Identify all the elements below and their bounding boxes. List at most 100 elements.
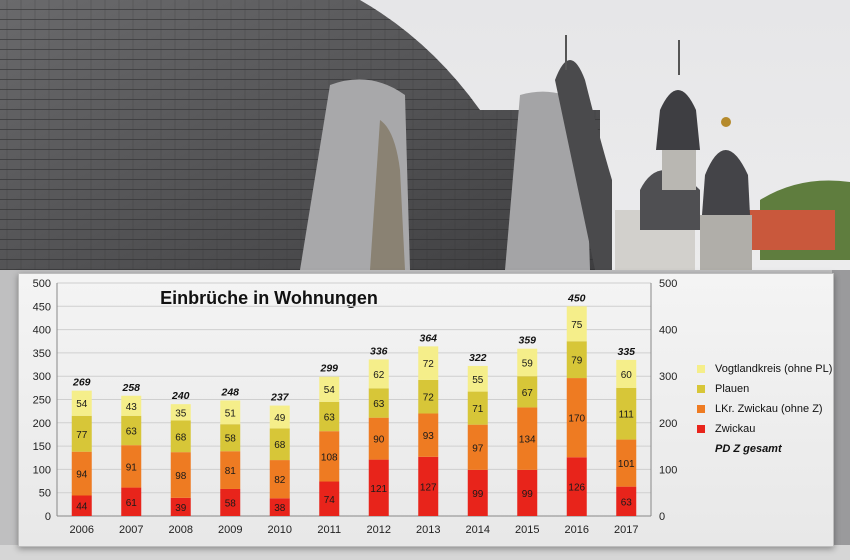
y-tick-label-left: 450 [33,301,51,313]
segment-value-label: 54 [76,399,88,410]
x-tick-label: 2017 [614,524,638,536]
total-label: 450 [567,292,586,304]
bar-segment [368,459,389,516]
bar-segment [220,451,241,489]
segment-value-label: 44 [76,502,88,513]
bar-segment [220,424,241,452]
bar-segment [418,346,439,380]
bar-segment [566,378,587,458]
bar-segment [566,306,587,342]
segment-value-label: 97 [472,443,484,454]
bar-segment [368,388,389,418]
y-tick-label-left: 300 [33,371,51,383]
total-label: 240 [171,390,190,402]
bar-segment [616,359,637,388]
y-tick-label-left: 250 [33,395,51,407]
total-label: 269 [72,377,91,389]
bar-segment [418,456,439,516]
segment-value-label: 121 [370,484,387,495]
bar-segment [71,415,92,452]
bar-segment [418,379,439,414]
segment-value-label: 60 [621,370,633,381]
chart-panel: Einbrüche in Wohnungen 0 50 100 150 200 250 30… [18,273,834,547]
bar-segment [220,400,241,425]
bar-segment [517,407,538,470]
segment-value-label: 63 [126,426,138,437]
legend-swatch [697,385,705,393]
x-tick-label: 2008 [169,524,193,536]
y-tick-label-left: 50 [39,488,51,500]
bar-segment [121,487,142,516]
y-tick-label-left: 350 [33,348,51,360]
x-tick-label: 2015 [515,524,539,536]
legend-label: Plauen [715,383,750,395]
segment-value-label: 62 [373,370,385,381]
chart-title: Einbrüche in Wohnungen [160,288,378,308]
segment-value-label: 71 [472,404,484,415]
x-tick-label: 2006 [70,524,94,536]
data-labels: 44 94 77 54 269 61 91 63 43 258 39 98 68 35 240 58 81 58 5… [72,292,635,514]
axes: 0 50 100 150 200 250 300 350 400 450 500 0 100 200 300… [33,278,678,536]
bar-segment [121,395,142,416]
segment-value-label: 74 [324,495,336,506]
y-tick-label-right: 0 [659,511,665,523]
segment-value-label: 79 [571,356,583,367]
bar-segment [368,359,389,389]
total-label: 322 [469,352,487,364]
bar-segment [616,486,637,516]
segment-value-label: 93 [423,431,435,442]
bar-segment [517,469,538,516]
segment-value-label: 51 [225,408,237,419]
segment-value-label: 94 [76,470,88,481]
bar-segment [566,341,587,379]
bar-segment [71,390,92,416]
segment-value-label: 59 [522,358,534,369]
legend-label: LKr. Zwickau (ohne Z) [715,403,823,415]
segment-value-label: 67 [522,388,534,399]
segment-value-label: 38 [274,503,286,514]
segment-value-label: 126 [568,483,585,494]
segment-value-label: 72 [423,393,435,404]
legend-total-label: PD Z gesamt [715,443,782,455]
legend-label: Zwickau [715,423,756,435]
x-tick-label: 2010 [268,524,292,536]
stacked-bar-chart: Einbrüche in Wohnungen 0 50 100 150 200 250 30… [33,278,678,536]
bar-segment [269,460,290,499]
segment-value-label: 77 [76,430,88,441]
bar-segment [71,495,92,516]
segment-value-label: 72 [423,359,435,370]
x-tick-label: 2011 [317,524,341,536]
legend-label: Vogtlandkreis (ohne PL) [715,363,833,375]
bar-segment [121,415,142,446]
y-tick-label-left: 500 [33,278,51,290]
bar-segment [467,391,488,425]
total-label: 258 [121,382,140,394]
y-tick-label-right: 200 [659,418,677,430]
y-tick-label-right: 300 [659,371,677,383]
y-tick-label-right: 500 [659,278,677,290]
segment-value-label: 43 [126,402,138,413]
legend-item: Vogtlandkreis (ohne PL) [697,362,832,382]
segment-value-label: 82 [274,475,286,486]
segment-value-label: 127 [420,482,437,493]
segment-value-label: 98 [175,471,187,482]
bar-segment [319,401,340,432]
total-label: 364 [419,332,437,344]
segment-value-label: 61 [126,498,138,509]
segment-value-label: 39 [175,503,187,514]
segment-value-label: 91 [126,462,138,473]
x-tick-label: 2012 [367,524,391,536]
x-tick-label: 2007 [119,524,143,536]
segment-value-label: 68 [274,440,286,451]
bar-segment [517,376,538,408]
bar-segment [269,405,290,429]
segment-value-label: 63 [621,497,633,508]
total-label: 335 [617,346,635,358]
legend-swatch [697,405,705,413]
legend-item: LKr. Zwickau (ohne Z) [697,402,832,422]
bar-segment [269,428,290,461]
segment-value-label: 49 [274,413,286,424]
total-label: 359 [518,335,536,347]
segment-value-label: 63 [373,399,385,410]
segment-value-label: 111 [619,410,635,421]
